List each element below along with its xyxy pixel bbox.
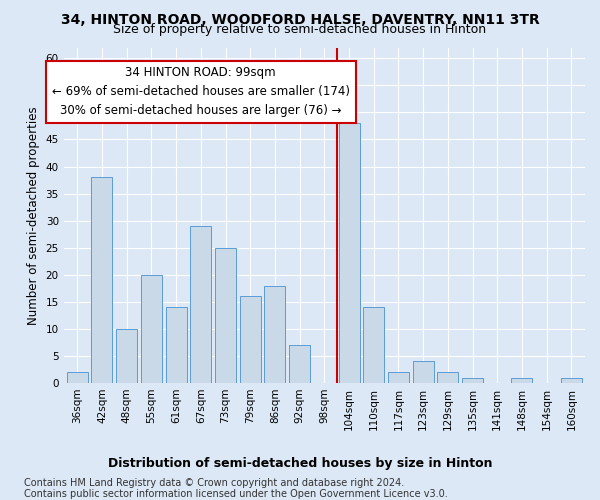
Bar — [116, 329, 137, 383]
Bar — [462, 378, 483, 383]
Bar — [67, 372, 88, 383]
Bar — [166, 308, 187, 383]
Bar — [141, 275, 162, 383]
Text: Distribution of semi-detached houses by size in Hinton: Distribution of semi-detached houses by … — [108, 458, 492, 470]
Bar — [363, 308, 384, 383]
Bar — [561, 378, 582, 383]
Bar — [215, 248, 236, 383]
Bar — [190, 226, 211, 383]
Bar — [413, 362, 434, 383]
Bar — [511, 378, 532, 383]
Text: 34, HINTON ROAD, WOODFORD HALSE, DAVENTRY, NN11 3TR: 34, HINTON ROAD, WOODFORD HALSE, DAVENTR… — [61, 12, 539, 26]
Text: 34 HINTON ROAD: 99sqm
← 69% of semi-detached houses are smaller (174)
30% of sem: 34 HINTON ROAD: 99sqm ← 69% of semi-deta… — [52, 66, 350, 118]
Bar — [265, 286, 286, 383]
Bar — [91, 178, 112, 383]
Text: Contains HM Land Registry data © Crown copyright and database right 2024.
Contai: Contains HM Land Registry data © Crown c… — [24, 478, 448, 499]
Bar — [289, 345, 310, 383]
Bar — [388, 372, 409, 383]
Y-axis label: Number of semi-detached properties: Number of semi-detached properties — [27, 106, 40, 324]
Bar — [338, 124, 359, 383]
Bar — [437, 372, 458, 383]
Text: Size of property relative to semi-detached houses in Hinton: Size of property relative to semi-detach… — [113, 22, 487, 36]
Bar — [240, 296, 261, 383]
